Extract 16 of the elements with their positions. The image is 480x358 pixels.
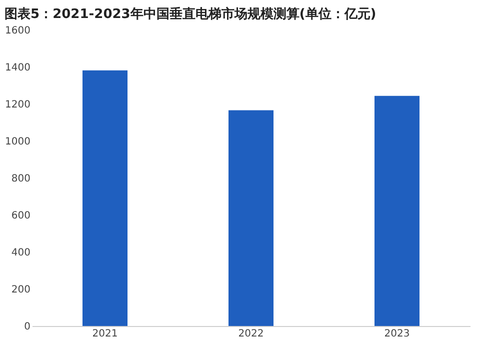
bar <box>228 110 274 326</box>
y-tick-label: 1600 <box>5 26 30 36</box>
y-tick-label: 1400 <box>5 62 30 74</box>
y-tick-label: 200 <box>11 284 30 296</box>
x-tick-label: 2023 <box>384 328 410 340</box>
chart-title: 图表5：2021-2023年中国垂直电梯市场规模测算(单位：亿元) <box>4 6 376 22</box>
bar <box>82 70 128 326</box>
y-tick-label: 1000 <box>5 136 30 148</box>
y-tick-label: 1200 <box>5 100 30 110</box>
x-tick-label: 2021 <box>92 328 118 340</box>
x-tick-label: 2022 <box>238 328 264 340</box>
y-tick-label: 600 <box>11 210 30 222</box>
bar <box>374 96 420 326</box>
y-tick-label: 400 <box>11 248 30 258</box>
y-tick-label: 800 <box>11 174 30 184</box>
y-tick-label: 0 <box>24 322 30 332</box>
